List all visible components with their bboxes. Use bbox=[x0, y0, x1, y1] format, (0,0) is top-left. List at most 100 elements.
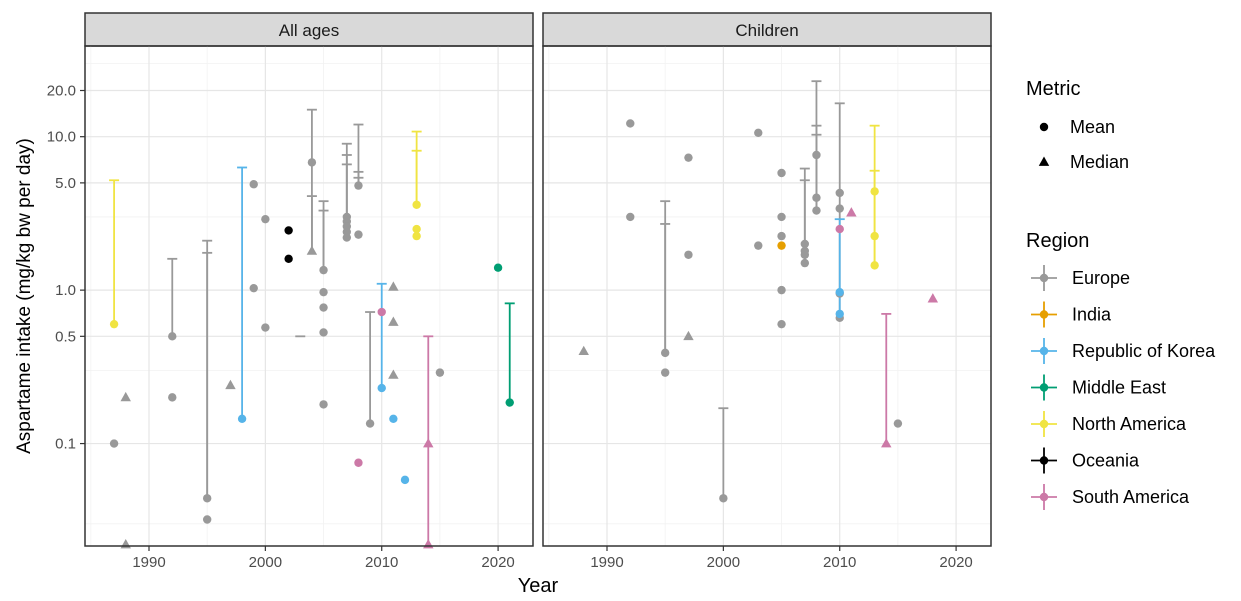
y-tick-label: 0.5 bbox=[55, 328, 76, 345]
mean-point bbox=[202, 494, 212, 503]
legend-region-label: North America bbox=[1072, 414, 1187, 434]
errorbar bbox=[341, 163, 352, 217]
mean-point bbox=[284, 226, 293, 235]
mean-point bbox=[800, 239, 810, 249]
panel-children: Children bbox=[542, 12, 992, 547]
errorbar bbox=[881, 312, 892, 444]
legend-region-label: South America bbox=[1072, 487, 1190, 507]
mean-point bbox=[777, 285, 786, 295]
median-point bbox=[120, 391, 131, 402]
median-point bbox=[423, 538, 434, 549]
panel-all-ages-border bbox=[84, 45, 534, 547]
x-tick-label: 2010 bbox=[365, 554, 398, 571]
mean-point bbox=[168, 332, 177, 341]
median-point bbox=[423, 438, 434, 448]
errorbar bbox=[660, 223, 671, 353]
x-tick-label: 2000 bbox=[707, 554, 740, 571]
mean-point bbox=[319, 400, 328, 409]
mean-point bbox=[812, 150, 821, 160]
mean-point bbox=[400, 475, 410, 485]
mean-point bbox=[377, 383, 386, 393]
mean-point bbox=[354, 458, 363, 467]
mean-point bbox=[342, 227, 352, 236]
legend-metric-label: Median bbox=[1070, 152, 1129, 172]
x-tick-label: 2020 bbox=[481, 554, 514, 571]
mean-point bbox=[389, 414, 398, 424]
mean-point bbox=[202, 515, 212, 524]
x-tick-label: 2010 bbox=[823, 554, 856, 571]
mean-point bbox=[719, 494, 728, 503]
mean-point bbox=[777, 231, 786, 241]
x-tick-label: 2020 bbox=[939, 554, 972, 571]
panel-all-ages-marks bbox=[109, 108, 515, 549]
mean-point bbox=[354, 181, 363, 190]
legend-region-item: India bbox=[1031, 301, 1112, 328]
mean-point bbox=[684, 250, 693, 259]
median-point bbox=[927, 293, 939, 303]
mean-point bbox=[660, 368, 670, 377]
panel-all-ages-grid bbox=[85, 46, 533, 546]
y-tick-label: 20.0 bbox=[47, 83, 76, 100]
errorbar bbox=[202, 251, 213, 499]
mean-point bbox=[800, 258, 810, 268]
legend-triangle-icon bbox=[1038, 156, 1050, 166]
mean-point bbox=[870, 261, 879, 270]
errorbar bbox=[365, 311, 376, 424]
mean-point bbox=[412, 231, 421, 241]
median-point bbox=[578, 345, 589, 356]
legend-point-icon bbox=[1039, 456, 1049, 465]
median-point bbox=[388, 316, 399, 326]
mean-point bbox=[754, 241, 763, 250]
legend-region-item: North America bbox=[1031, 411, 1187, 437]
panel-children-strip bbox=[542, 12, 992, 47]
legend-point-icon bbox=[1039, 273, 1049, 283]
mean-point bbox=[412, 224, 421, 234]
errorbar bbox=[718, 407, 729, 499]
legend-point-icon bbox=[1039, 383, 1049, 392]
legend-region-item: South America bbox=[1031, 484, 1190, 510]
median-point bbox=[388, 369, 399, 379]
mean-point bbox=[505, 398, 514, 407]
legend-metric-label: Mean bbox=[1070, 117, 1115, 137]
mean-point bbox=[812, 193, 821, 202]
errorbar bbox=[109, 179, 120, 325]
median-point bbox=[388, 281, 399, 291]
legend: Metric Mean Median Region Europe India Repu… bbox=[1026, 78, 1216, 510]
median-point bbox=[225, 379, 236, 390]
panel-children-marks bbox=[578, 80, 939, 503]
y-axis-label: Aspartame intake (mg/kg bw per day) bbox=[14, 138, 35, 454]
panel-children-grid bbox=[543, 46, 991, 546]
legend-region-items: Europe India Republic of Korea Middle East N… bbox=[1031, 265, 1216, 510]
mean-point bbox=[249, 283, 258, 293]
mean-point bbox=[319, 303, 328, 312]
x-axis: 1990 2000 2010 2020 1990 2000 2010 2020 bbox=[132, 546, 973, 571]
errorbar bbox=[376, 282, 387, 389]
median-point bbox=[306, 245, 318, 255]
mean-point bbox=[835, 204, 844, 213]
mean-point bbox=[109, 439, 119, 448]
mean-point bbox=[354, 230, 363, 239]
mean-point bbox=[342, 233, 352, 242]
errorbar bbox=[504, 302, 515, 403]
mean-point bbox=[435, 368, 445, 377]
x-tick-label: 1990 bbox=[132, 554, 165, 571]
legend-region-label: Europe bbox=[1072, 268, 1130, 288]
mean-point bbox=[835, 309, 844, 319]
mean-point bbox=[319, 328, 328, 337]
mean-point bbox=[284, 254, 293, 264]
y-tick-label: 5.0 bbox=[55, 175, 76, 192]
panel-children-title: Children bbox=[735, 21, 798, 40]
legend-metric-title: Metric bbox=[1026, 78, 1080, 100]
legend-region-label: Oceania bbox=[1072, 451, 1140, 471]
mean-point bbox=[777, 319, 786, 329]
legend-region-label: India bbox=[1072, 305, 1112, 325]
mean-point bbox=[261, 214, 270, 224]
mean-point bbox=[835, 224, 844, 234]
mean-point bbox=[365, 419, 375, 428]
errorbar bbox=[167, 257, 178, 337]
legend-region-item: Republic of Korea bbox=[1031, 338, 1216, 364]
y-tick-label: 1.0 bbox=[55, 282, 76, 299]
legend-circle-icon bbox=[1039, 122, 1049, 132]
errorbar bbox=[306, 195, 317, 251]
